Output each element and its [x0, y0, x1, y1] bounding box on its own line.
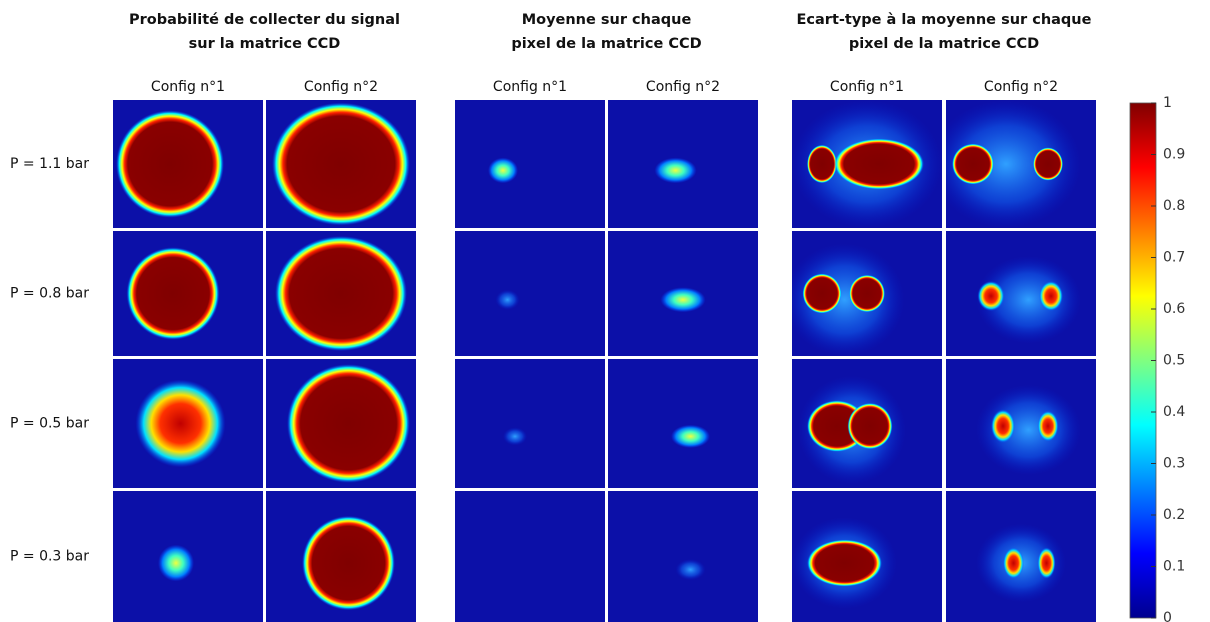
- row-label: P = 0.8 bar: [10, 286, 89, 302]
- intensity-blob: [1033, 147, 1063, 181]
- heatmap-panel: [608, 231, 758, 356]
- intensity-blob: [488, 157, 518, 184]
- group-title: pixel de la matrice CCD: [849, 36, 1039, 52]
- heatmap-panel: [266, 231, 416, 356]
- panel-background: [455, 100, 605, 228]
- heatmap-panel: [113, 231, 263, 356]
- group-title: pixel de la matrice CCD: [511, 36, 701, 52]
- panel-background: [608, 359, 758, 488]
- heatmap-panel: [946, 491, 1096, 622]
- intensity-blob: [1003, 547, 1024, 579]
- panels: [113, 100, 1096, 622]
- intensity-blob: [946, 100, 1081, 228]
- colorbar-tick-label: 0: [1163, 610, 1172, 622]
- colorbar: 0 0.1 0.2 0.3 0.4 0.5 0.6 0.7 0.8 0.9 1: [1129, 95, 1185, 622]
- intensity-blob: [1037, 547, 1056, 579]
- intensity-blob: [977, 281, 1005, 311]
- group-title: Probabilité de collecter du signal: [129, 12, 400, 28]
- intensity-blob: [272, 102, 410, 226]
- config-label: Config n°1: [493, 79, 567, 95]
- heatmap-panel: [266, 100, 416, 228]
- heatmap-panel: [608, 491, 758, 622]
- intensity-blob: [847, 402, 893, 450]
- intensity-blob: [952, 143, 994, 185]
- colorbar-tick-label: 0.7: [1163, 250, 1185, 266]
- heatmap-panel: [946, 100, 1096, 228]
- intensity-blob: [976, 256, 1081, 344]
- heatmap-panel: [113, 359, 263, 488]
- row-label: P = 0.3 bar: [10, 549, 89, 565]
- intensity-blob: [503, 427, 527, 446]
- panel-background: [608, 491, 758, 622]
- colorbar-tick-label: 0.1: [1163, 559, 1185, 575]
- colorbar-tick-label: 0.8: [1163, 198, 1185, 214]
- intensity-blob: [275, 236, 407, 351]
- panel-background: [455, 491, 605, 622]
- group-title: Ecart-type à la moyenne sur chaque: [797, 12, 1092, 28]
- heatmap-panel: [266, 359, 416, 488]
- intensity-blob: [991, 409, 1015, 443]
- colorbar-tick-label: 1: [1163, 95, 1172, 111]
- intensity-blob: [660, 287, 706, 313]
- intensity-blob: [654, 157, 697, 184]
- intensity-blob: [834, 138, 924, 190]
- config-label: Config n°2: [646, 79, 720, 95]
- heatmap-panel: [608, 100, 758, 228]
- colorbar-tick-label: 0.4: [1163, 404, 1185, 420]
- intensity-blob: [287, 364, 410, 483]
- heatmap-panel: [455, 491, 605, 622]
- intensity-blob: [126, 247, 220, 340]
- intensity-blob: [116, 110, 224, 218]
- intensity-blob: [1039, 281, 1063, 311]
- intensity-blob: [792, 243, 905, 356]
- heatmap-panel: [455, 100, 605, 228]
- intensity-blob: [675, 559, 706, 581]
- intensity-blob: [807, 144, 837, 184]
- colorbar-tick-label: 0.5: [1163, 353, 1185, 369]
- heatmap-panel: [792, 100, 942, 228]
- intensity-blob: [158, 544, 194, 582]
- intensity-blob: [807, 539, 882, 587]
- intensity-blob: [802, 273, 842, 314]
- row-label: P = 0.5 bar: [10, 416, 89, 432]
- heatmap-panel: [455, 359, 605, 488]
- config-label: Config n°1: [151, 79, 225, 95]
- labels: Probabilité de collecter du signal sur la…: [10, 12, 1092, 565]
- config-label: Config n°2: [984, 79, 1058, 95]
- intensity-blob: [976, 384, 1081, 476]
- heatmap-panel: [792, 359, 942, 488]
- heatmap-panel: [266, 491, 416, 622]
- heatmap-panel: [792, 231, 942, 356]
- colorbar-tick-label: 0.9: [1163, 147, 1185, 163]
- config-label: Config n°2: [304, 79, 378, 95]
- heatmap-panel: [792, 491, 942, 622]
- colorbar-tick-label: 0.2: [1163, 507, 1185, 523]
- heatmap-panel: [946, 231, 1096, 356]
- colorbar-tick-label: 0.6: [1163, 301, 1185, 317]
- heatmap-panel: [113, 491, 263, 622]
- config-label: Config n°1: [830, 79, 904, 95]
- heatmap-panel: [608, 359, 758, 488]
- row-label: P = 1.1 bar: [10, 156, 89, 172]
- colorbar-tick-label: 0.3: [1163, 456, 1185, 472]
- panel-background: [455, 231, 605, 356]
- panel-background: [455, 359, 605, 488]
- heatmap-panel: [946, 359, 1096, 488]
- intensity-blob: [495, 289, 520, 310]
- intensity-blob: [849, 274, 885, 313]
- intensity-blob: [671, 424, 710, 449]
- group-title: sur la matrice CCD: [189, 36, 341, 52]
- intensity-blob: [1037, 410, 1059, 442]
- group-title: Moyenne sur chaque: [522, 12, 692, 28]
- intensity-blob: [302, 515, 395, 611]
- heatmap-panel: [113, 100, 263, 228]
- heatmap-panel: [455, 231, 605, 356]
- intensity-blob: [135, 379, 226, 468]
